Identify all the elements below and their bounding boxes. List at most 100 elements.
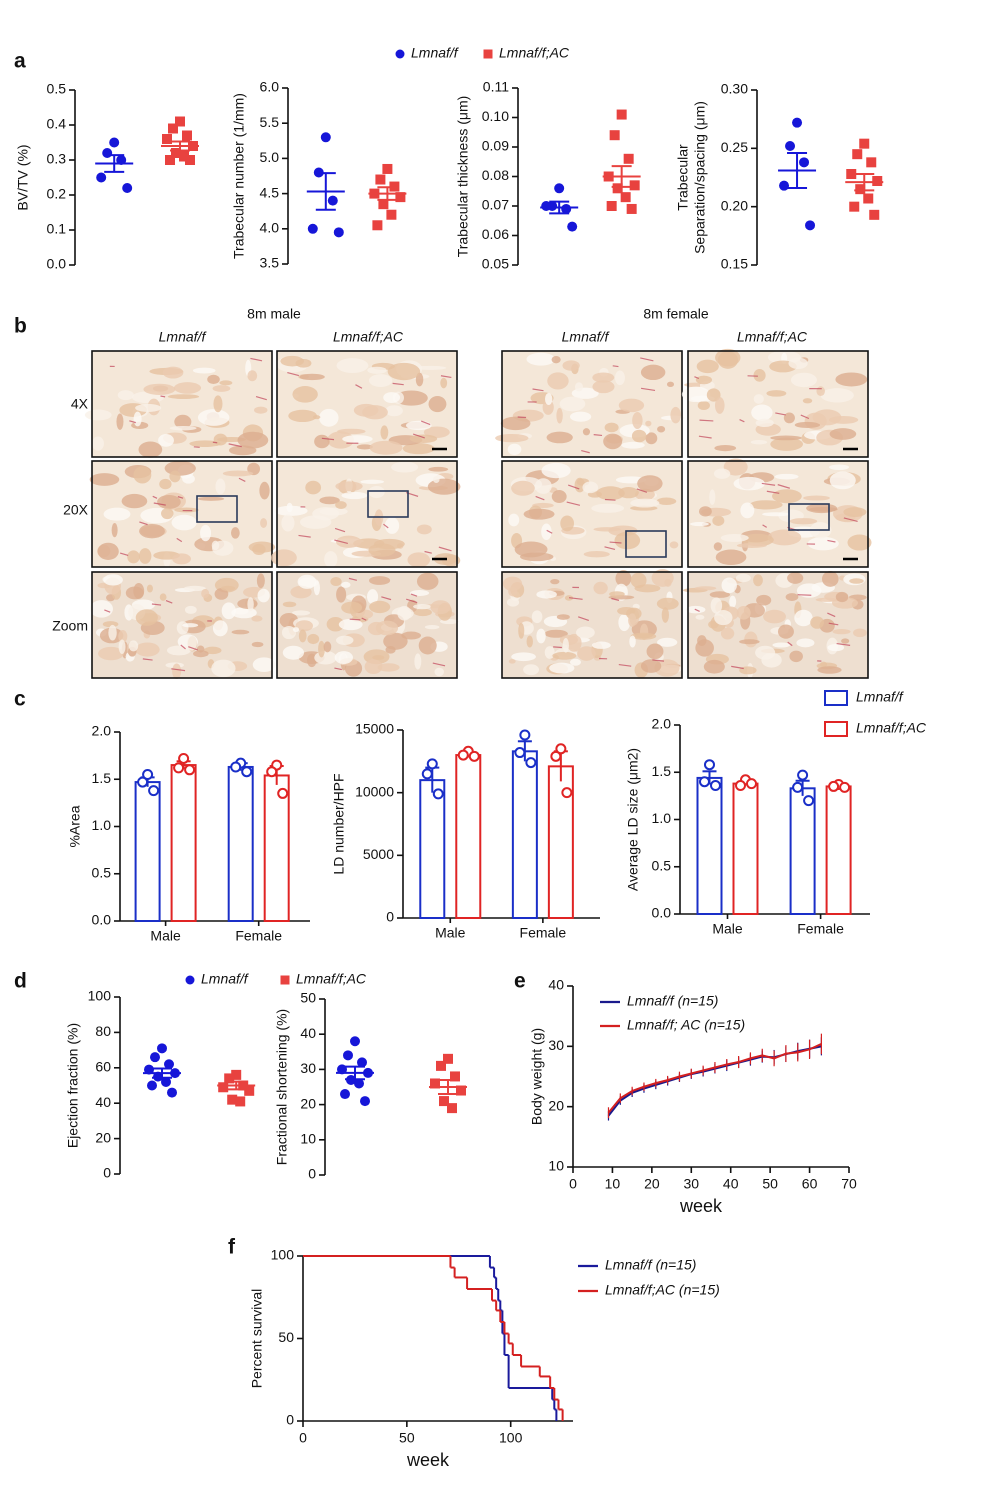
tissue [729, 595, 737, 608]
x-tick-label: Female [797, 921, 844, 937]
tissue [251, 641, 264, 648]
tissue [248, 541, 276, 553]
stain [797, 594, 812, 596]
tissue [214, 588, 229, 600]
tissue [720, 533, 749, 542]
tissue [135, 609, 158, 626]
tissue [369, 600, 391, 614]
tissue [714, 610, 733, 626]
stain [406, 598, 418, 604]
tissue [212, 620, 228, 637]
tissue [281, 625, 297, 640]
y-tick-label: 0.30 [721, 81, 748, 97]
tissue [526, 635, 533, 648]
tissue [385, 405, 403, 417]
y-tick-label: 40 [300, 1025, 316, 1041]
tissue [295, 358, 312, 368]
data-point [799, 157, 810, 168]
data-point [805, 220, 816, 231]
data-point [386, 209, 397, 220]
tissue [829, 464, 850, 471]
tissue [318, 640, 325, 658]
tissue [413, 604, 431, 610]
tissue [108, 624, 117, 641]
stain [578, 616, 589, 622]
data-point [525, 757, 537, 769]
data-point [779, 180, 790, 191]
data-point [803, 795, 815, 807]
stain [827, 612, 836, 618]
tissue [237, 431, 269, 449]
tissue [330, 576, 342, 587]
tissue [715, 549, 747, 565]
tissue [735, 573, 751, 583]
tissue [551, 490, 567, 503]
tissue [383, 632, 408, 650]
tissue [536, 590, 557, 599]
data-point [555, 743, 567, 755]
tissue [116, 413, 124, 430]
y-tick-label: 0.0 [92, 912, 112, 928]
tissue [564, 595, 574, 601]
tissue [369, 440, 403, 455]
stain [640, 357, 654, 362]
tissue [562, 637, 569, 653]
tissue [337, 428, 366, 435]
data-point [785, 141, 796, 151]
data-point [375, 174, 386, 185]
y-tick-label: 2.0 [92, 723, 112, 739]
data-point [735, 779, 746, 791]
tissue [720, 627, 735, 640]
tissue [507, 443, 522, 456]
data-point [629, 180, 640, 191]
tissue [229, 445, 257, 456]
tissue [772, 642, 791, 648]
stain [392, 382, 404, 386]
data-point [792, 781, 804, 793]
tissue [364, 659, 383, 675]
tissue [615, 570, 632, 587]
tissue [117, 390, 134, 401]
tissue [125, 586, 144, 600]
y-axis-label: LD number/HPF [331, 773, 347, 874]
data-point [340, 1089, 350, 1100]
stain [652, 659, 665, 662]
stain [255, 395, 267, 401]
stain [152, 495, 158, 499]
tissue [367, 589, 379, 605]
data-point [699, 776, 710, 788]
tissue [596, 486, 625, 501]
tissue [231, 629, 250, 635]
tissue [629, 635, 636, 648]
zoom-box [196, 495, 238, 523]
stain [228, 443, 242, 448]
x-tick-label: Female [520, 925, 567, 941]
tissue [843, 507, 867, 517]
tissue [200, 524, 212, 542]
row-label: 20X [63, 502, 89, 518]
tissue [657, 637, 678, 647]
x-tick-label: 20 [644, 1176, 660, 1192]
data-point [447, 1103, 457, 1114]
stain [731, 665, 744, 670]
data-point [704, 759, 715, 771]
tissue [829, 428, 857, 440]
data-point [360, 1096, 370, 1107]
tissue [803, 495, 830, 501]
stain [424, 550, 432, 554]
tissue [430, 600, 451, 615]
data-point [550, 750, 562, 762]
tissue [790, 372, 817, 388]
y-tick-label: 60 [95, 1059, 111, 1075]
tissue [750, 439, 768, 445]
data-point [432, 788, 444, 800]
tissue [709, 489, 716, 505]
tissue [341, 601, 363, 614]
legend-label: Lmnaf/f (n=15) [605, 1257, 696, 1273]
tissue [544, 646, 555, 659]
tissue [821, 571, 839, 587]
tissue [418, 636, 437, 655]
tissue [220, 585, 236, 591]
data-point [828, 780, 840, 792]
tissue [710, 597, 723, 614]
